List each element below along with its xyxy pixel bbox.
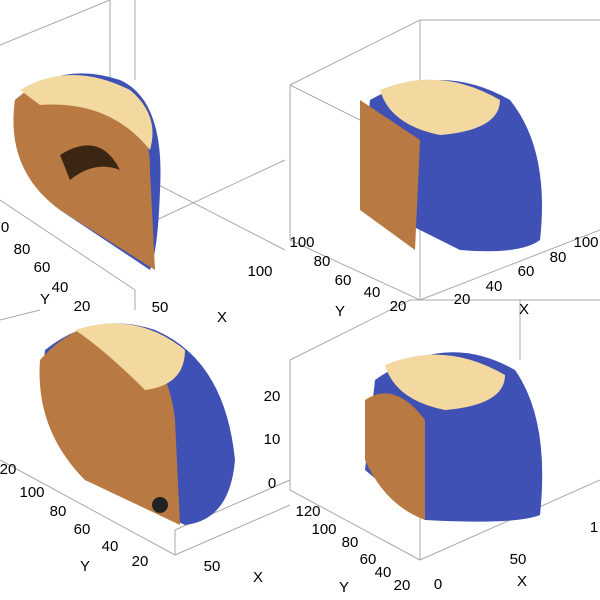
tick-label: 1 [590,519,598,536]
tick-label: 40 [364,284,381,301]
tick-label: 120 [295,503,320,520]
tick-label: 20 [132,553,149,570]
tick-label: 100 [247,263,272,280]
tick-label: 50 [152,299,169,316]
tick-label: 20 [454,291,471,308]
tick-label: 50 [204,558,221,575]
tick-label: 0 [434,576,442,593]
tick-label: 60 [360,551,377,568]
axis-label: Y [339,579,349,596]
axis-label: X [517,573,527,590]
tick-label: 80 [50,503,67,520]
tick-label: 80 [550,249,567,266]
axis-label: X [519,301,529,318]
head-render [365,352,543,522]
head-render [13,73,161,270]
tick-label: 80 [14,241,31,258]
tick-label: 20 [394,577,411,594]
tick-label: 100 [311,521,336,538]
head-render [39,323,235,525]
tick-label: 20 [390,298,407,315]
axis-label: X [253,569,263,586]
tick-label: 60 [335,272,352,289]
axis-label: Y [80,558,90,575]
tick-label: 80 [342,534,359,551]
axis-label: Y [335,303,345,320]
tick-label: 100 [289,234,314,251]
tick-label: 80 [314,253,331,270]
axis-label: Y [40,291,50,308]
tick-label: 20 [74,298,91,315]
tick-label: 100 [573,234,598,251]
tick-label: 60 [34,259,51,276]
tick-label: 60 [74,521,91,538]
axis-box [0,309,291,556]
tick-label: 100 [19,484,44,501]
tick-label: 20 [264,388,281,405]
tick-label: 0 [268,475,276,492]
tick-label: 40 [102,538,119,555]
tick-label: 0 [1,219,9,236]
tick-label: 50 [510,551,527,568]
axis-label: X [217,309,227,326]
tick-label: 60 [518,263,535,280]
head-render [360,79,542,252]
tick-label: 40 [52,279,69,296]
tick-label: 40 [486,278,503,295]
tick-label: 40 [375,564,392,581]
renderings [13,73,543,525]
tick-label: 20 [0,461,16,478]
tick-label: 10 [264,431,281,448]
